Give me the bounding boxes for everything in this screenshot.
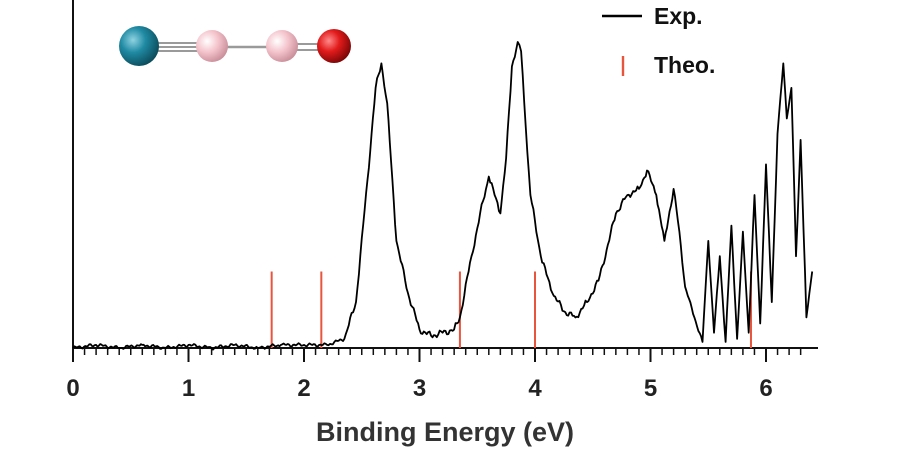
atom-pink-1 [196,30,228,62]
atom-red [317,29,351,63]
exp-series-line [72,41,814,351]
theo-series [270,271,752,348]
legend-theo-label: Theo. [654,52,715,78]
x-axis-title: Binding Energy (eV) [316,417,574,447]
x-tick-labels: 0 1 2 3 4 5 6 [66,375,772,402]
atom-teal [119,26,159,66]
molecule-inset [119,26,351,66]
x-tick-label-4: 4 [528,375,542,402]
legend: Exp. Theo. [602,3,715,78]
x-tick-label-3: 3 [413,375,426,402]
x-tick-label-1: 1 [182,375,195,402]
x-tick-label-2: 2 [297,375,310,402]
x-tick-label-0: 0 [66,375,79,402]
x-major-ticks [72,348,767,362]
atom-pink-2 [266,30,298,62]
x-tick-label-6: 6 [759,375,772,402]
legend-exp-label: Exp. [654,3,703,29]
x-minor-ticks [83,348,802,355]
x-tick-label-5: 5 [644,375,657,402]
